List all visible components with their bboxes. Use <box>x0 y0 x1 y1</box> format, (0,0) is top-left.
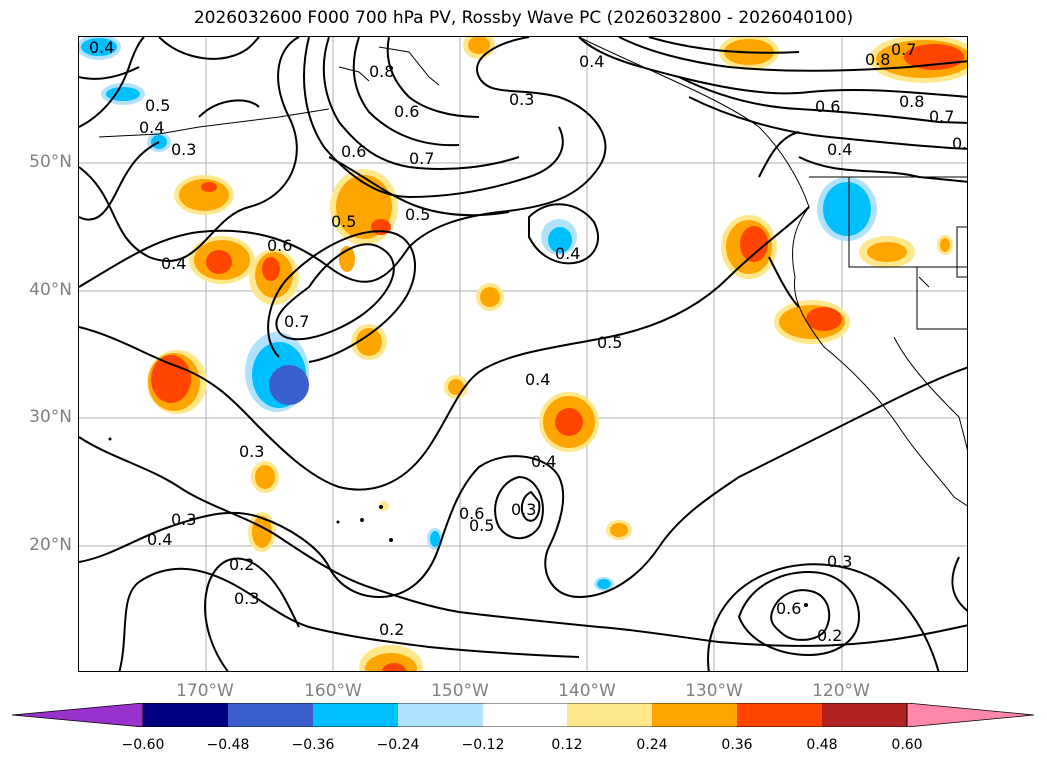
contour-labels: 0.4 0.5 0.4 0.3 0.4 0.6 0.7 0.5 0.5 0.6 … <box>89 38 968 645</box>
contour-label: 0.7 <box>284 312 309 331</box>
contour-label: 0.6 <box>394 102 419 121</box>
colorbar-segment <box>143 703 228 727</box>
map-panel: 0.4 0.5 0.4 0.3 0.4 0.6 0.7 0.5 0.5 0.6 … <box>78 36 968 672</box>
contour-label: 0.5 <box>331 212 356 231</box>
lat-label-30n: 30°N <box>29 407 72 427</box>
contour-label: 0.4 <box>161 254 186 273</box>
contour-label: 0.4 <box>147 530 172 549</box>
contour-label: 0.3 <box>171 140 196 159</box>
colorbar-tick-label: −0.48 <box>206 737 250 753</box>
contour-label: 0.3 <box>239 442 264 461</box>
islands <box>108 437 808 607</box>
graticule <box>79 37 967 671</box>
contour-label: 0.7 <box>952 134 968 153</box>
contour-label: 0.8 <box>865 50 890 69</box>
contour-label: 0.3 <box>171 510 196 529</box>
contour-label: 0.6 <box>267 236 292 255</box>
contour-label: 0.4 <box>555 244 580 263</box>
colorbar-segment <box>737 703 822 727</box>
colorbar-tick-label: 0.36 <box>721 737 753 753</box>
contour-label: 0.4 <box>531 452 556 471</box>
contour-label: 0.6 <box>341 142 366 161</box>
contour-label: 0.6 <box>459 504 484 523</box>
colorbar-tick-label: −0.36 <box>291 737 335 753</box>
contour-label: 0.5 <box>597 333 622 352</box>
positive-anomalies <box>147 37 967 671</box>
lon-label-130w: 130°W <box>685 681 743 701</box>
contour-label: 0.3 <box>511 500 536 519</box>
contour-label: 0.7 <box>891 40 916 59</box>
colorbar-tick-label: 0.60 <box>891 737 923 753</box>
colorbar-tick-label: −0.60 <box>121 737 165 753</box>
contour-label: 0.4 <box>525 370 550 389</box>
colorbar-tick-label: −0.12 <box>461 737 505 753</box>
lon-label-140w: 140°W <box>558 681 616 701</box>
contour-label: 0.5 <box>469 516 494 535</box>
lat-label-40n: 40°N <box>29 280 72 300</box>
colorbar-extend-high <box>906 703 1035 727</box>
contour-label: 0.8 <box>369 62 394 81</box>
contour-label: 0.3 <box>827 552 852 571</box>
colorbar-segment <box>652 703 737 727</box>
contour-label: 0.3 <box>509 90 534 109</box>
contour-label: 0.7 <box>929 107 954 126</box>
colorbar-segment <box>567 703 652 727</box>
lon-label-170w: 170°W <box>176 681 234 701</box>
coastlines <box>98 37 967 507</box>
contour-label: 0.6 <box>776 599 801 618</box>
lon-label-160w: 160°W <box>304 681 362 701</box>
lon-label-150w: 150°W <box>431 681 489 701</box>
negative-anomalies <box>79 37 877 591</box>
lat-label-20n: 20°N <box>29 535 72 555</box>
colorbar-segment <box>398 703 483 727</box>
contour-label: 0.2 <box>229 555 254 574</box>
lat-label-50n: 50°N <box>29 152 72 172</box>
colorbar <box>12 703 1035 727</box>
contour-label: 0.2 <box>817 626 842 645</box>
colorbar-tick-label: 0.48 <box>806 737 838 753</box>
contour-label: 0.4 <box>89 38 114 57</box>
chart-title: 2026032600 F000 700 hPa PV, Rossby Wave … <box>193 8 854 28</box>
contour-label: 0.6 <box>815 97 840 116</box>
colorbar-tick-label: 0.12 <box>551 737 583 753</box>
colorbar-tick-label: 0.24 <box>636 737 668 753</box>
lon-label-120w: 120°W <box>812 681 870 701</box>
contour-label: 0.4 <box>579 52 604 71</box>
pv-contours <box>79 37 967 671</box>
contour-label: 0.5 <box>145 96 170 115</box>
contour-label: 0.4 <box>139 118 164 137</box>
contour-label: 0.2 <box>379 620 404 639</box>
contour-label: 0.3 <box>234 589 259 608</box>
colorbar-segment <box>483 703 567 727</box>
contour-label: 0.4 <box>827 140 852 159</box>
colorbar-segment <box>822 703 907 727</box>
colorbar-tick-label: −0.24 <box>376 737 420 753</box>
colorbar-segment <box>228 703 313 727</box>
contour-label: 0.8 <box>899 92 924 111</box>
colorbar-extend-low <box>12 703 144 727</box>
colorbar-segment <box>313 703 398 727</box>
map-svg: 0.4 0.5 0.4 0.3 0.4 0.6 0.7 0.5 0.5 0.6 … <box>79 37 968 671</box>
contour-label: 0.5 <box>405 205 430 224</box>
contour-label: 0.7 <box>409 149 434 168</box>
